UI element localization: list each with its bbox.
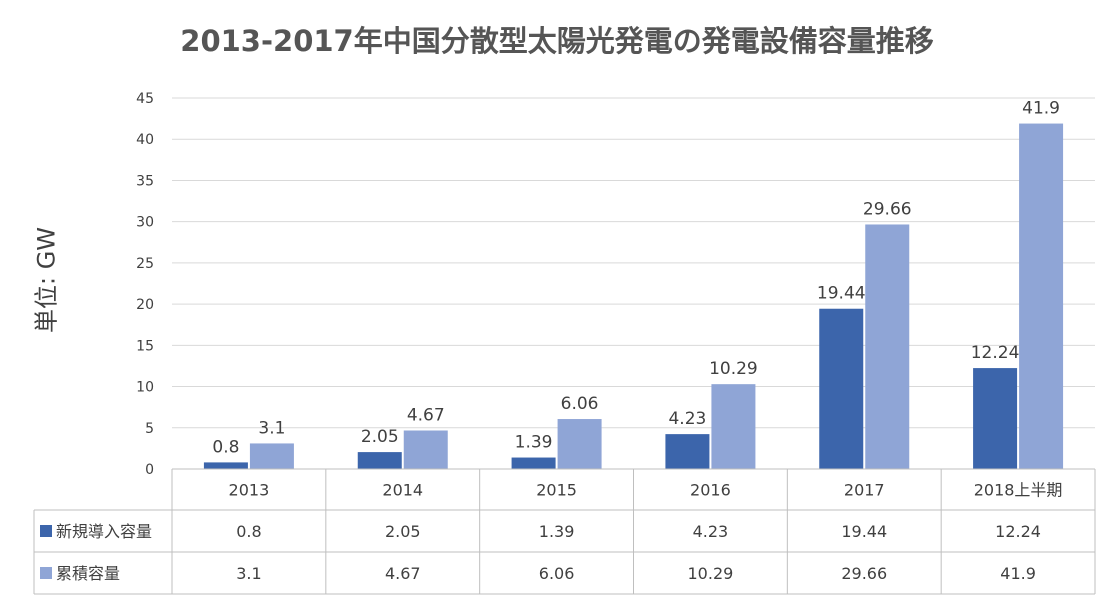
category-label: 2018上半期 [974,481,1063,500]
bar [511,457,556,469]
legend-key [40,567,52,579]
y-tick-label: 15 [136,338,154,354]
y-tick-label: 25 [136,256,154,272]
data-label: 41.9 [1022,99,1060,119]
y-tick-label: 40 [136,132,154,148]
category-label: 2013 [229,481,270,500]
bar [557,419,602,469]
data-label: 29.66 [863,199,912,219]
data-label: 4.23 [668,409,706,429]
bar [865,224,910,469]
bar [203,462,248,469]
y-tick-label: 45 [136,91,154,107]
y-tick-label: 30 [136,215,154,231]
bar [357,452,402,469]
y-tick-label: 35 [136,173,154,189]
bar [665,434,710,469]
bar [819,308,864,469]
table-cell-value: 10.29 [688,564,734,583]
data-label: 6.06 [561,394,599,414]
table-cell-value: 41.9 [1000,564,1036,583]
y-tick-label: 10 [136,380,154,396]
table-cell-value: 0.8 [236,522,261,541]
table-cell-value: 4.67 [385,564,421,583]
y-tick-label: 20 [136,297,154,313]
y-tick-label: 0 [145,462,154,478]
legend-key [40,525,52,537]
data-label: 12.24 [971,343,1020,363]
table-cell-value: 29.66 [841,564,887,583]
table-cell-value: 6.06 [539,564,575,583]
bar [249,443,294,469]
data-label: 0.8 [212,437,239,457]
legend-label: 累積容量 [56,564,120,583]
table-cell-value: 12.24 [995,522,1041,541]
category-label: 2016 [690,481,731,500]
table-cell-value: 1.39 [539,522,575,541]
bar [1019,123,1064,470]
y-tick-label: 5 [145,421,154,437]
bar [711,384,756,469]
category-label: 2015 [536,481,577,500]
table-cell-value: 4.23 [693,522,729,541]
data-label: 3.1 [258,418,285,438]
bar [973,368,1018,469]
legend-label: 新規導入容量 [56,522,152,541]
data-label: 1.39 [515,433,553,453]
chart-title: 2013-2017年中国分散型太陽光発電の発電設備容量推移 [180,24,934,58]
table-cell-value: 3.1 [236,564,261,583]
data-label: 4.67 [407,405,445,425]
category-label: 2014 [382,481,423,500]
bar [403,430,448,469]
table-cell-value: 2.05 [385,522,421,541]
data-label: 2.05 [361,427,399,447]
data-label: 10.29 [709,359,758,379]
data-label: 19.44 [817,284,866,304]
category-label: 2017 [844,481,885,500]
table-cell-value: 19.44 [841,522,887,541]
